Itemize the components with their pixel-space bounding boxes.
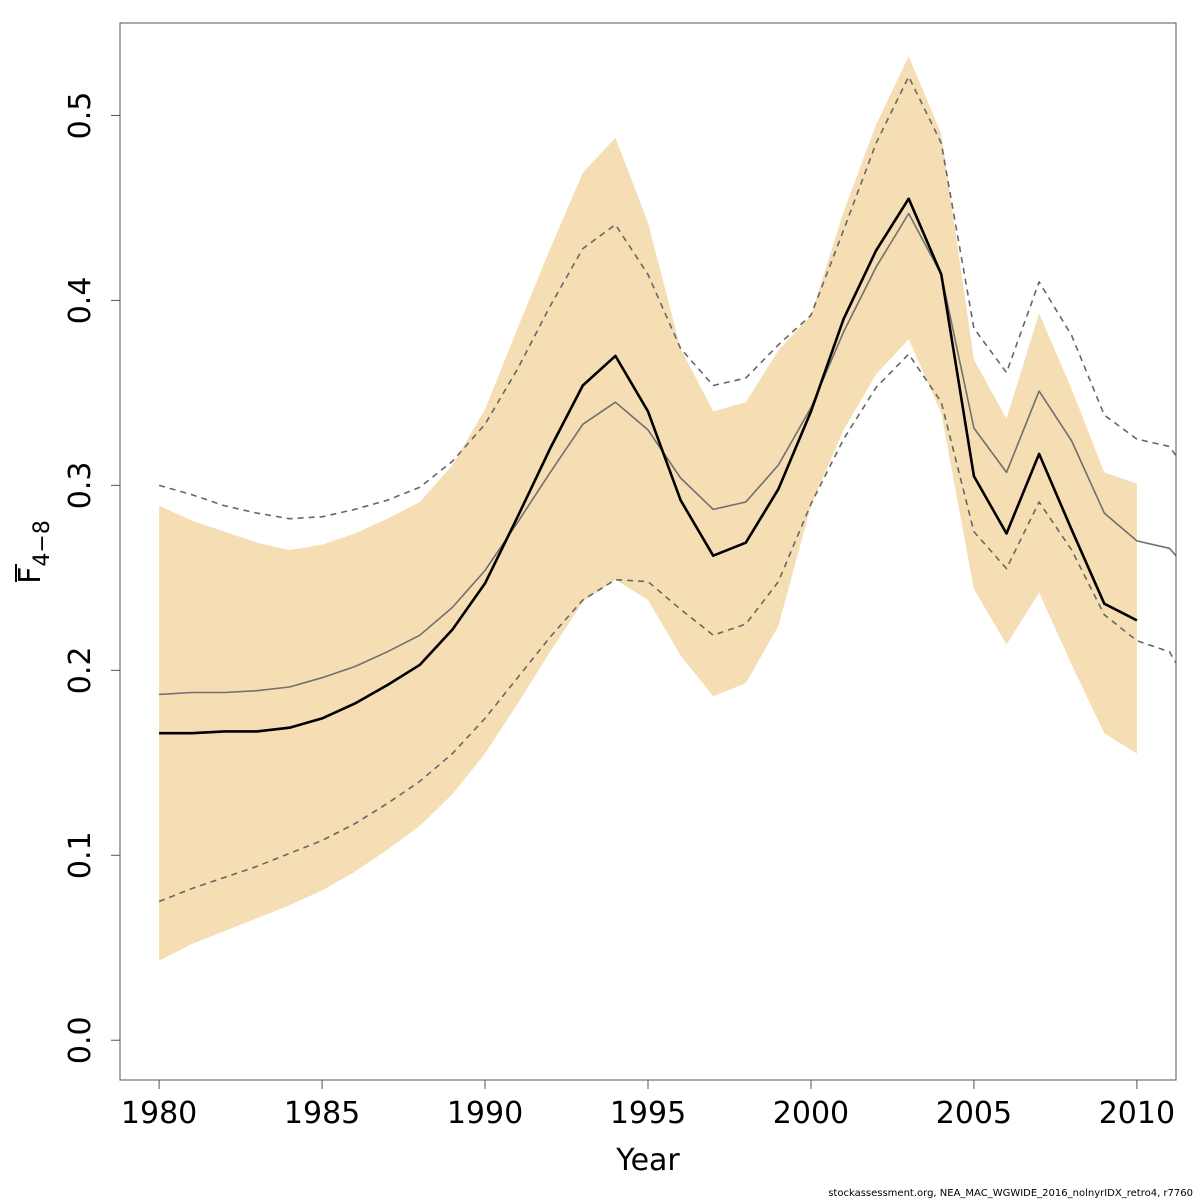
x-tick-label: 2005 <box>936 1096 1012 1131</box>
x-tick-label: 2010 <box>1099 1096 1175 1131</box>
x-axis: 1980 1985 1990 1995 2000 2005 2010 <box>121 1079 1175 1131</box>
series-line-retro-peel-grey <box>159 212 1176 696</box>
y-tick-label: 0.5 <box>63 92 98 140</box>
x-tick-label: 1995 <box>610 1096 686 1131</box>
y-axis-title-subscript: 4−8 <box>30 520 55 566</box>
x-tick-label: 1980 <box>121 1096 197 1131</box>
y-axis-title: F4−8 <box>13 520 55 584</box>
svg-text:F4−8: F4−8 <box>13 520 55 584</box>
series-line-estimate <box>159 197 1138 735</box>
y-tick-label: 0.1 <box>63 831 98 879</box>
x-tick-label: 2000 <box>773 1096 849 1131</box>
x-tick-label: 1990 <box>447 1096 523 1131</box>
y-tick-label: 0.0 <box>63 1016 98 1064</box>
y-tick-label: 0.4 <box>63 277 98 325</box>
y-axis-title-main: F <box>13 567 48 584</box>
x-axis-title: Year <box>615 1143 680 1178</box>
y-axis: 0.0 0.1 0.2 0.3 0.4 0.5 <box>63 92 121 1064</box>
plot-area <box>158 56 1176 961</box>
series-line-lower-retro-bound <box>158 353 1176 903</box>
y-tick-label: 0.2 <box>63 646 98 694</box>
footer-note: stockassessment.org, NEA_MAC_WGWIDE_2016… <box>828 1188 1193 1199</box>
x-tick-label: 1985 <box>284 1096 360 1131</box>
series-line-upper-retro-bound <box>158 75 1176 520</box>
confidence-band <box>159 56 1137 961</box>
y-tick-label: 0.3 <box>63 462 98 510</box>
